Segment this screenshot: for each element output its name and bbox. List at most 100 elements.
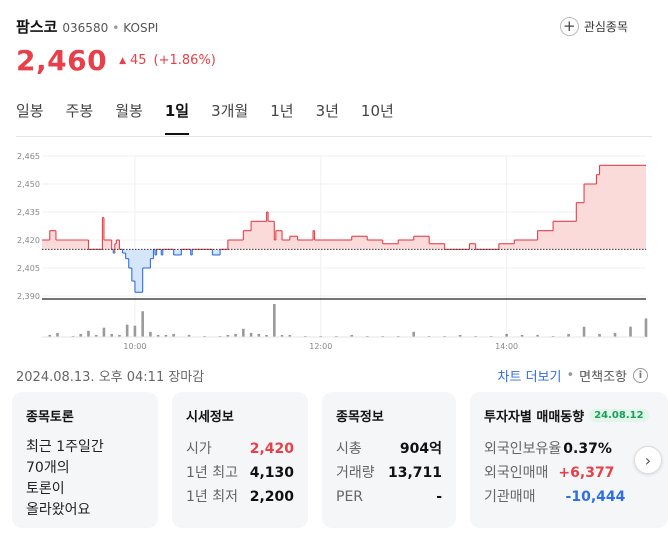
volume-bar <box>644 318 648 337</box>
volume-bar <box>87 330 90 337</box>
row-value: 0.37% <box>563 441 612 457</box>
volume-bar <box>443 335 446 337</box>
investor-trend-card[interactable]: 투자자별 매매동향 24.08.12 외국인보유율 0.37% 외국인매매 +6… <box>470 392 668 528</box>
volume-bar <box>396 335 400 337</box>
card-title: 종목정보 <box>336 410 384 425</box>
row-value: +6,377 <box>558 465 615 481</box>
row-value: -10,444 <box>565 489 626 505</box>
volume-bar <box>156 334 160 337</box>
investor-row: 외국인보유율 0.37% <box>484 437 654 461</box>
up-arrow-icon: ▲ <box>119 55 126 66</box>
stock-name: 팜스코 <box>16 18 58 36</box>
tab-10year[interactable]: 10년 <box>360 102 394 120</box>
volume-bar <box>203 335 206 337</box>
volume-bar <box>133 325 137 337</box>
volume-bar <box>381 335 385 337</box>
info-icon[interactable]: i <box>633 368 648 383</box>
tab-daily[interactable]: 일봉 <box>16 102 44 120</box>
row-label: 기관매매 <box>484 489 536 505</box>
volume-bar <box>141 311 144 337</box>
volume-bar <box>319 335 323 337</box>
chart-more-link[interactable]: 차트 더보기 <box>497 370 562 385</box>
volume-bar <box>249 332 253 337</box>
price-row: 2,460 ▲ 45 (+1.86%) <box>16 44 216 77</box>
row-label: PER <box>336 489 364 505</box>
separator-dot: • <box>112 21 120 35</box>
tab-weekly[interactable]: 주봉 <box>65 102 94 120</box>
volume-bar <box>164 334 168 337</box>
volume-bar <box>350 334 354 337</box>
tab-1year[interactable]: 1년 <box>270 102 294 120</box>
volume-bar <box>172 333 175 337</box>
row-label: 외국인보유율 <box>484 441 562 457</box>
volume-bar <box>427 335 431 337</box>
volume-bar <box>458 334 462 337</box>
row-value: 13,711 <box>387 465 442 481</box>
volume-bar <box>567 333 570 337</box>
volume-bar <box>551 335 555 337</box>
tab-3month[interactable]: 3개월 <box>211 102 249 120</box>
tab-3year[interactable]: 3년 <box>315 102 339 120</box>
volume-bar <box>226 334 230 337</box>
row-label: 외국인매매 <box>484 465 549 481</box>
volume-bar <box>303 335 307 337</box>
separator-dot: • <box>566 368 575 383</box>
volume-bar <box>187 334 191 337</box>
card-title: 투자자별 매매동향 24.08.12 <box>484 406 654 425</box>
disclaimer-label[interactable]: 면책조항 <box>579 370 627 385</box>
period-tabs: 일봉 주봉 월봉 1일 3개월 1년 3년 10년 <box>16 100 416 135</box>
row-label: 1년 최고 <box>186 465 238 481</box>
investor-row: 기관매매 -10,444 <box>484 485 654 509</box>
volume-bar <box>489 335 493 337</box>
volume-bar <box>412 331 415 337</box>
row-value: 4,130 <box>249 465 294 481</box>
discussion-card[interactable]: 종목토론 최근 1주일간 70개의 토론이 올라왔어요 <box>12 392 158 528</box>
volume-bar <box>629 326 632 337</box>
y-tick-label: 2,405 <box>17 264 40 273</box>
change-amount: 45 <box>130 53 147 68</box>
stock-info-card[interactable]: 종목정보 시총 904억 거래량 13,711 PER - <box>322 392 456 528</box>
y-tick-label: 2,465 <box>17 152 40 161</box>
watchlist-label: 관심종목 <box>583 20 628 34</box>
chevron-right-icon[interactable]: › <box>634 446 662 474</box>
date-badge: 24.08.12 <box>589 409 649 422</box>
add-watchlist-button[interactable]: + 관심종목 <box>559 17 628 36</box>
change-percent: (+1.86%) <box>153 53 216 68</box>
row-label: 시총 <box>336 441 362 457</box>
volume-bar <box>505 333 508 337</box>
volume-bar <box>125 324 129 337</box>
info-row: 거래량 13,711 <box>336 461 442 485</box>
volume-bar <box>265 334 268 337</box>
row-value: - <box>436 489 442 505</box>
row-value: 2,200 <box>249 489 294 505</box>
row-label: 1년 최저 <box>186 489 238 505</box>
volume-bar <box>474 335 477 337</box>
tab-1day[interactable]: 1일 <box>164 100 190 135</box>
volume-bar <box>110 333 113 337</box>
card-title-text: 투자자별 매매동향 <box>484 410 585 425</box>
volume-bar <box>118 334 121 337</box>
quote-row: 시가 2,420 <box>186 437 294 461</box>
volume-bar <box>234 333 237 337</box>
volume-bar <box>48 334 52 337</box>
discussion-line: 최근 1주일간 <box>26 439 104 455</box>
discussion-line: 토론이 <box>26 481 65 497</box>
volume-bar <box>536 334 539 337</box>
volume-bar <box>218 335 222 337</box>
tabs-divider <box>16 136 652 137</box>
area-fill-down <box>113 249 221 293</box>
intraday-chart[interactable]: 2,465 2,450 2,435 2,420 2,405 2,390 10:00 12:00… <box>0 140 668 358</box>
current-price: 2,460 <box>16 44 108 77</box>
plus-icon: + <box>559 17 579 36</box>
market-label: KOSPI <box>123 21 159 35</box>
x-tick-label: 14:00 <box>495 342 518 351</box>
quote-card[interactable]: 시세정보 시가 2,420 1년 최고 4,130 1년 최저 2,200 <box>172 392 308 528</box>
volume-bar <box>520 334 524 337</box>
volume-bar <box>71 335 75 337</box>
y-tick-label: 2,420 <box>17 236 40 245</box>
last-updated: 2024.08.13. 오후 04:11 장마감 <box>16 370 205 385</box>
tab-monthly[interactable]: 월봉 <box>115 102 143 120</box>
volume-bar <box>273 304 276 337</box>
volume-bar <box>288 334 292 337</box>
volume-bar <box>56 332 59 337</box>
